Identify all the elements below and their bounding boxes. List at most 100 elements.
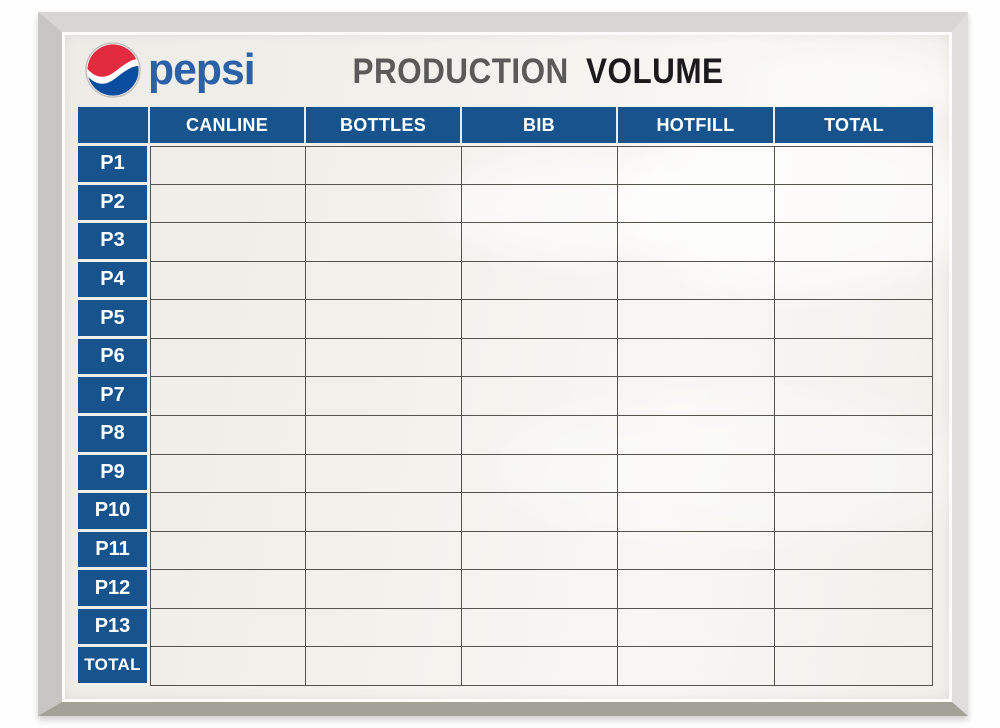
cell-p5-total (775, 300, 933, 339)
cell-p3-hotfill (618, 223, 775, 262)
cell-p12-canline (150, 570, 306, 609)
cell-p13-hotfill (618, 608, 775, 648)
cell-p2-bottles (306, 184, 462, 224)
cell-p13-canline (150, 608, 306, 648)
cell-p11-bottles (306, 531, 462, 571)
cell-p2-bib (462, 184, 618, 224)
cell-p13-total (775, 608, 933, 648)
pepsi-wordmark: pepsi (148, 45, 256, 94)
row-label-p4: P4 (78, 261, 150, 301)
cell-p13-bib (462, 608, 618, 648)
cell-p4-bottles (306, 261, 462, 301)
cell-p7-bib (462, 377, 618, 416)
row-label-p10: P10 (78, 493, 150, 532)
column-header-bib: BIB (462, 107, 618, 143)
cell-p8-total (775, 416, 933, 455)
cell-p8-canline (150, 416, 306, 455)
cell-total-total (775, 647, 933, 686)
cell-p5-canline (150, 300, 306, 339)
row-label-p2: P2 (78, 184, 150, 224)
cell-p2-hotfill (618, 184, 775, 224)
cell-p1-hotfill (618, 146, 775, 185)
row-label-p3: P3 (78, 223, 150, 262)
cell-p9-bib (462, 454, 618, 494)
row-label-p7: P7 (78, 377, 150, 416)
cell-total-hotfill (618, 647, 775, 686)
cell-p10-bib (462, 493, 618, 532)
cell-p12-hotfill (618, 570, 775, 609)
cell-p7-total (775, 377, 933, 416)
cell-p3-total (775, 223, 933, 262)
cell-p6-total (775, 338, 933, 378)
cell-p5-hotfill (618, 300, 775, 339)
cell-total-canline (150, 647, 306, 686)
cell-p9-total (775, 454, 933, 494)
cell-p8-hotfill (618, 416, 775, 455)
cell-p2-total (775, 184, 933, 224)
cell-p5-bib (462, 300, 618, 339)
cell-p12-bib (462, 570, 618, 609)
cell-p3-bottles (306, 223, 462, 262)
header-corner-cell (78, 107, 150, 143)
cell-p3-canline (150, 223, 306, 262)
cell-p10-total (775, 493, 933, 532)
cell-p4-bib (462, 261, 618, 301)
cell-p4-hotfill (618, 261, 775, 301)
cell-p9-hotfill (618, 454, 775, 494)
whiteboard-surface: pepsi PRODUCTION VOLUME CANLINE BOTTLES BI… (62, 32, 952, 702)
whiteboard-frame: pepsi PRODUCTION VOLUME CANLINE BOTTLES BI… (38, 12, 968, 716)
column-header-total: TOTAL (775, 107, 933, 143)
cell-p4-canline (150, 261, 306, 301)
row-label-p13: P13 (78, 608, 150, 648)
row-label-total: TOTAL (78, 647, 150, 686)
cell-total-bib (462, 647, 618, 686)
row-label-p5: P5 (78, 300, 150, 339)
cell-p10-hotfill (618, 493, 775, 532)
cell-p1-canline (150, 146, 306, 185)
cell-p6-bottles (306, 338, 462, 378)
cell-p6-canline (150, 338, 306, 378)
cell-p11-canline (150, 531, 306, 571)
title-word-production: PRODUCTION (352, 52, 569, 91)
cell-p1-total (775, 146, 933, 185)
table-body: P1 P2 P3 P4 P5 P6 P7 P8 P9 P10 P11 P12 P13 TOTAL (78, 146, 933, 686)
column-header-hotfill: HOTFILL (618, 107, 775, 143)
row-label-p8: P8 (78, 416, 150, 455)
cell-p9-bottles (306, 454, 462, 494)
cell-p10-bottles (306, 493, 462, 532)
cell-p9-canline (150, 454, 306, 494)
cell-p1-bib (462, 146, 618, 185)
row-label-p9: P9 (78, 454, 150, 494)
board-title: PRODUCTION VOLUME (313, 52, 763, 92)
cell-p12-bottles (306, 570, 462, 609)
cell-p8-bottles (306, 416, 462, 455)
cell-p7-hotfill (618, 377, 775, 416)
cell-p11-total (775, 531, 933, 571)
cell-p7-canline (150, 377, 306, 416)
cell-p5-bottles (306, 300, 462, 339)
cell-p10-canline (150, 493, 306, 532)
table-header-row: CANLINE BOTTLES BIB HOTFILL TOTAL (78, 107, 933, 143)
cell-p11-hotfill (618, 531, 775, 571)
production-table: CANLINE BOTTLES BIB HOTFILL TOTAL P1 P2 P3 P4 P5… (78, 107, 933, 686)
cell-p1-bottles (306, 146, 462, 185)
pepsi-globe-icon (85, 42, 141, 98)
column-header-canline: CANLINE (150, 107, 306, 143)
cell-p2-canline (150, 184, 306, 224)
row-label-p1: P1 (78, 146, 150, 185)
cell-p11-bib (462, 531, 618, 571)
row-label-p11: P11 (78, 531, 150, 571)
cell-p4-total (775, 261, 933, 301)
cell-p12-total (775, 570, 933, 609)
row-label-p6: P6 (78, 338, 150, 378)
title-word-volume: VOLUME (586, 52, 724, 91)
cell-p6-bib (462, 338, 618, 378)
cell-p7-bottles (306, 377, 462, 416)
cell-p3-bib (462, 223, 618, 262)
pepsi-logo: pepsi (85, 42, 258, 98)
cell-p8-bib (462, 416, 618, 455)
cell-p6-hotfill (618, 338, 775, 378)
row-label-p12: P12 (78, 570, 150, 609)
cell-p13-bottles (306, 608, 462, 648)
